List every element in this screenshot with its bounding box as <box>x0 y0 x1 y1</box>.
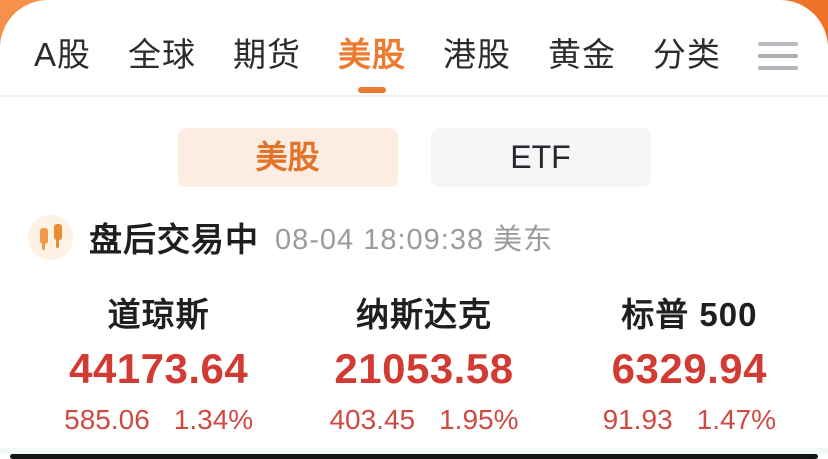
change-percent: 1.34% <box>173 404 254 435</box>
tab-futures[interactable]: 期货 <box>233 38 301 71</box>
change-amount: 91.93 <box>602 404 673 435</box>
tab-label: A股 <box>34 36 92 73</box>
active-tab-underline <box>357 87 386 93</box>
change-amount: 585.06 <box>64 404 150 435</box>
tab-label: 黄金 <box>547 36 616 73</box>
tab-label: 分类 <box>652 36 721 73</box>
bottom-black-bar <box>10 454 818 459</box>
change-percent: 1.95% <box>439 404 519 435</box>
change-percent: 1.47% <box>696 404 777 435</box>
status-timestamp: 08-04 18:09:38 美东 <box>275 224 554 256</box>
index-change: 91.93 1.47% <box>557 404 822 436</box>
index-name: 标普 500 <box>621 296 758 333</box>
tab-label: 期货 <box>232 36 301 73</box>
tab-label: 港股 <box>442 36 511 73</box>
tab-categories[interactable]: 分类 <box>653 38 721 71</box>
tab-label: 美股 <box>337 36 406 73</box>
index-name: 道琼斯 <box>107 296 210 333</box>
hamburger-menu-icon[interactable] <box>757 40 798 70</box>
tab-us-stocks[interactable]: 美股 <box>337 36 406 93</box>
index-value: 44173.64 <box>69 345 249 392</box>
market-tab-bar: A股 全球 期货 美股 港股 黄金 分类 <box>0 0 828 95</box>
toggle-etf[interactable]: ETF <box>430 128 651 187</box>
tab-hk-stocks[interactable]: 港股 <box>443 38 511 71</box>
tab-gold[interactable]: 黄金 <box>548 38 616 71</box>
candlestick-icon <box>28 214 73 260</box>
tab-global[interactable]: 全球 <box>128 38 196 71</box>
change-amount: 403.45 <box>329 404 416 435</box>
index-nasdaq[interactable]: 纳斯达克 21053.58 403.45 1.95% <box>291 288 556 436</box>
toggle-us-stocks[interactable]: 美股 <box>177 128 398 187</box>
index-name: 纳斯达克 <box>355 296 492 333</box>
tab-a-shares[interactable]: A股 <box>34 38 91 71</box>
nav-divider <box>0 95 828 97</box>
market-status-row: 盘后交易中 08-04 18:09:38 美东 <box>28 213 553 261</box>
segment-toggle: 美股 ETF <box>0 128 828 187</box>
index-change: 403.45 1.95% <box>291 404 556 436</box>
indices-grid: 道琼斯 44173.64 585.06 1.34% 纳斯达克 21053.58 4… <box>0 288 828 436</box>
index-change: 585.06 1.34% <box>26 404 291 436</box>
status-label: 盘后交易中 <box>89 221 259 258</box>
index-value: 21053.58 <box>334 345 514 392</box>
tab-label: 全球 <box>128 36 196 73</box>
bottom-tint-strip <box>0 448 828 454</box>
index-sp500[interactable]: 标普 500 6329.94 91.93 1.47% <box>557 288 822 436</box>
index-dow-jones[interactable]: 道琼斯 44173.64 585.06 1.34% <box>26 288 291 436</box>
index-value: 6329.94 <box>611 345 767 392</box>
